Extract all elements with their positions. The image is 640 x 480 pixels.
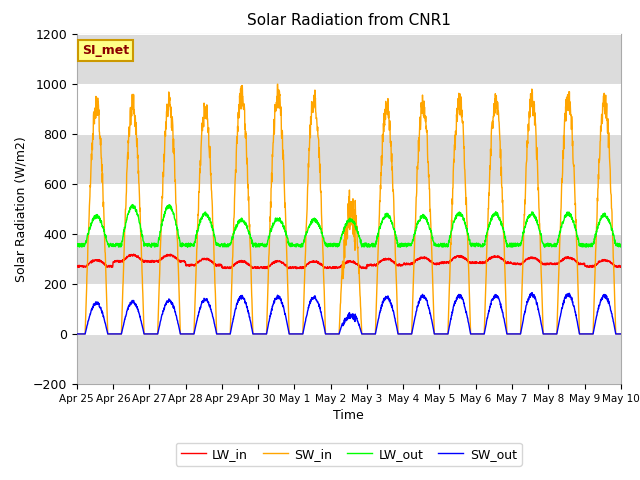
SW_out bbox=[617, 331, 625, 337]
SW_in bbox=[569, 155, 577, 161]
LW_in bbox=[570, 256, 577, 262]
SW_in bbox=[507, 331, 515, 337]
LW_in bbox=[73, 263, 81, 269]
SW_out bbox=[507, 331, 515, 337]
Title: Solar Radiation from CNR1: Solar Radiation from CNR1 bbox=[247, 13, 451, 28]
SW_out bbox=[225, 331, 232, 337]
SW_out bbox=[569, 301, 577, 307]
SW_out bbox=[73, 331, 81, 337]
SW_out bbox=[528, 290, 536, 296]
LW_in bbox=[362, 266, 370, 272]
X-axis label: Time: Time bbox=[333, 409, 364, 422]
LW_in bbox=[130, 252, 138, 257]
LW_out bbox=[377, 223, 385, 228]
LW_in bbox=[225, 264, 232, 270]
LW_out bbox=[365, 244, 373, 250]
Line: SW_out: SW_out bbox=[77, 293, 621, 334]
Text: SI_met: SI_met bbox=[82, 44, 129, 57]
Line: LW_in: LW_in bbox=[77, 254, 621, 269]
LW_out bbox=[508, 241, 515, 247]
LW_out bbox=[584, 244, 592, 250]
SW_out bbox=[584, 331, 592, 337]
LW_in bbox=[508, 261, 515, 266]
SW_in bbox=[365, 331, 372, 337]
SW_in bbox=[274, 81, 282, 87]
Legend: LW_in, SW_in, LW_out, SW_out: LW_in, SW_in, LW_out, SW_out bbox=[176, 443, 522, 466]
LW_in bbox=[584, 264, 592, 270]
LW_out bbox=[129, 202, 136, 207]
SW_out bbox=[376, 308, 384, 314]
Line: SW_in: SW_in bbox=[77, 84, 621, 334]
Line: LW_out: LW_out bbox=[77, 204, 621, 247]
SW_in bbox=[617, 331, 625, 337]
SW_out bbox=[365, 331, 372, 337]
SW_in bbox=[225, 331, 232, 337]
LW_in bbox=[365, 263, 372, 269]
Bar bbox=[77, 34, 621, 84]
LW_in bbox=[377, 259, 385, 264]
LW_out bbox=[617, 243, 625, 249]
SW_in bbox=[73, 331, 81, 337]
LW_out bbox=[73, 242, 81, 248]
SW_in bbox=[584, 331, 592, 337]
LW_out bbox=[365, 243, 372, 249]
LW_out bbox=[570, 218, 577, 224]
Y-axis label: Solar Radiation (W/m2): Solar Radiation (W/m2) bbox=[14, 136, 27, 282]
Bar bbox=[77, 234, 621, 284]
Bar bbox=[77, 134, 621, 184]
LW_out bbox=[225, 243, 232, 249]
SW_in bbox=[376, 182, 384, 188]
Bar bbox=[77, 334, 621, 384]
LW_in bbox=[617, 264, 625, 270]
